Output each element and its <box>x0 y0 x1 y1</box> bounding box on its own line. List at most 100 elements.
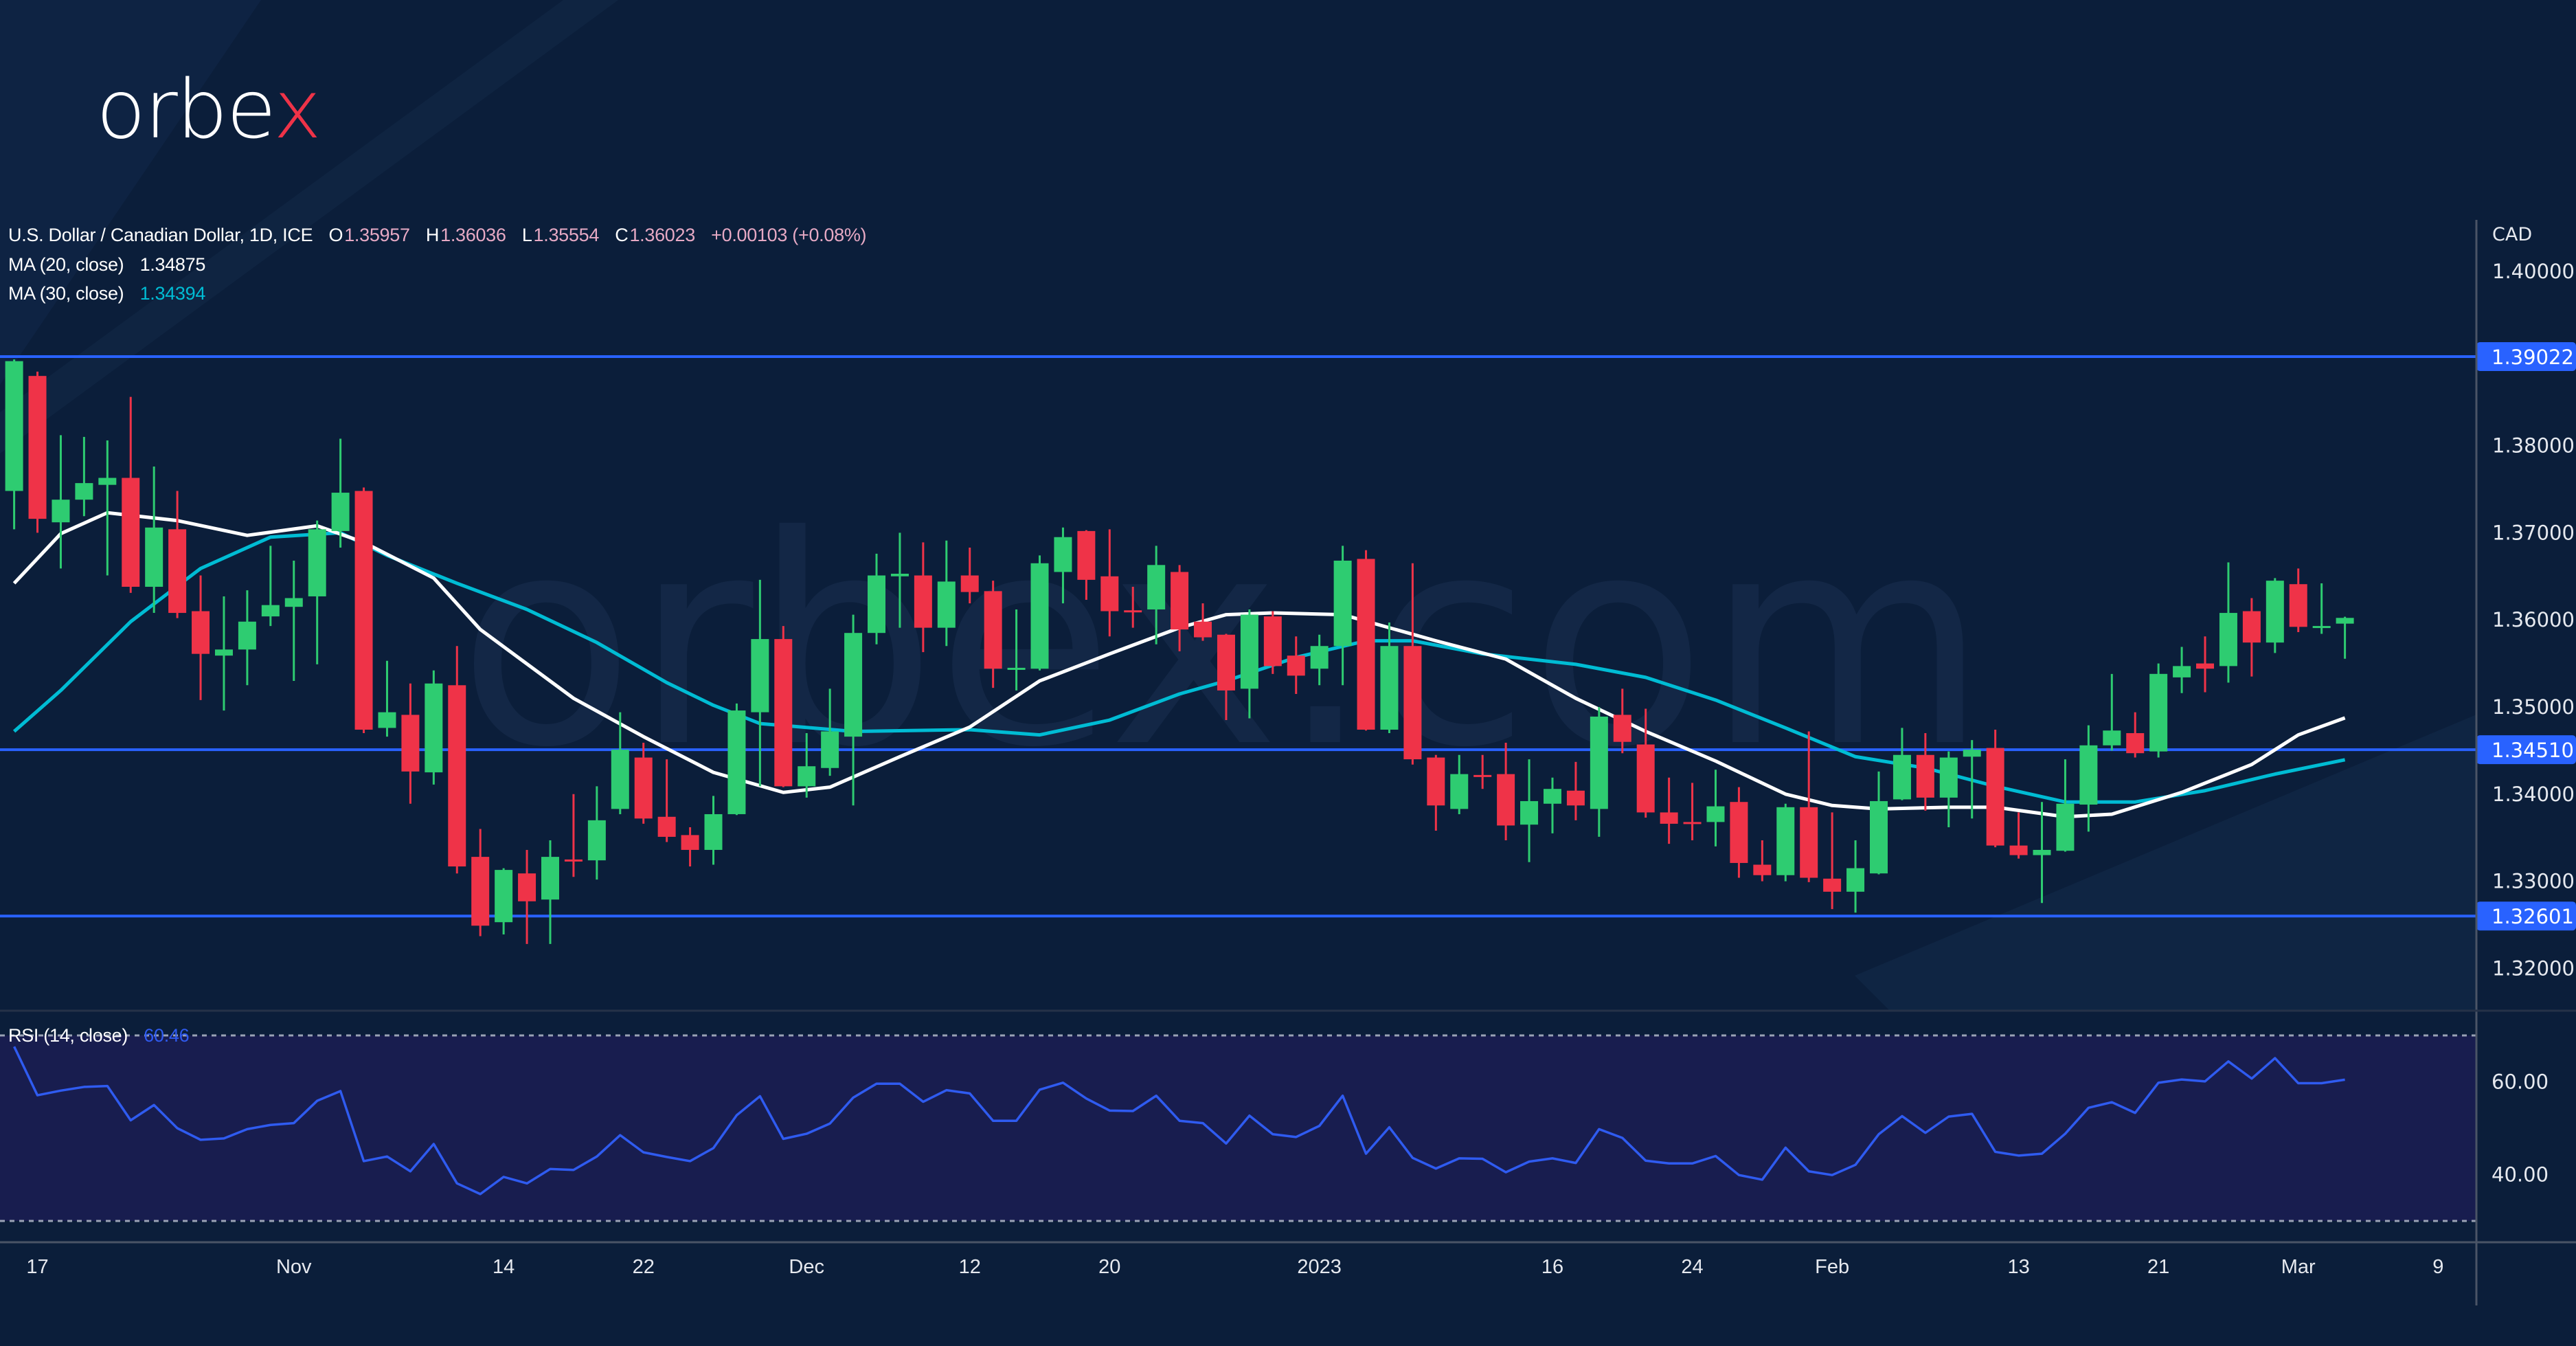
ma30-value: 1.34394 <box>139 283 206 304</box>
candle-body <box>214 649 233 656</box>
candle-bearish <box>1800 731 1818 882</box>
candle-bearish <box>448 646 466 874</box>
time-tick-label: 21 <box>2147 1256 2169 1278</box>
candle-bearish <box>1636 708 1655 818</box>
candle-body <box>5 361 23 491</box>
candle-body <box>401 715 420 772</box>
candle-bullish <box>798 733 816 798</box>
candle-bullish <box>704 796 723 865</box>
candle-bullish <box>1939 751 1958 827</box>
candle-body <box>1916 754 1934 798</box>
candle-bullish <box>1893 728 1911 800</box>
candle-bearish <box>634 742 653 824</box>
candle-bullish <box>98 440 117 576</box>
high-label: H <box>425 225 440 245</box>
candle-bearish <box>1916 733 1934 811</box>
candle-bearish <box>192 575 210 700</box>
candle-body <box>75 483 93 500</box>
time-tick-label: 14 <box>493 1256 515 1278</box>
candle-bullish <box>5 359 23 530</box>
candle-bullish <box>331 438 350 548</box>
candle-body <box>1427 757 1445 806</box>
rsi-line <box>13 1046 2345 1196</box>
candle-bullish <box>541 840 559 944</box>
candle-bearish <box>471 829 490 936</box>
candle-bullish <box>1590 707 1608 837</box>
candle-body <box>1870 800 1888 874</box>
candle-body <box>98 478 117 485</box>
time-tick-label: 17 <box>26 1256 48 1278</box>
level-price-label: 1.39022 <box>2492 346 2574 369</box>
candle-body <box>2103 730 2121 745</box>
candle-body <box>634 757 653 819</box>
price-tick-label: 1.33000 <box>2492 870 2575 893</box>
candle-body <box>425 683 443 773</box>
candle-bullish <box>868 553 886 644</box>
change-value: +0.00103 (+0.08%) <box>711 225 867 245</box>
candle-body <box>1520 800 1539 825</box>
candle-body <box>2033 849 2051 855</box>
candle-bearish <box>2242 598 2261 677</box>
candle-body <box>518 873 536 901</box>
candle-body <box>2126 733 2145 754</box>
candle-bullish <box>2103 673 2121 751</box>
candle-bullish <box>1333 546 1352 686</box>
candle-bullish <box>1846 840 1865 913</box>
candle-bullish <box>75 436 93 517</box>
rsi-legend[interactable]: RSI (14, close) 60.46 <box>8 1025 190 1046</box>
candle-bearish <box>1217 633 1235 721</box>
candle-bearish <box>681 827 699 867</box>
candle-bearish <box>984 581 1002 688</box>
time-tick-label: 13 <box>2007 1256 2029 1278</box>
candle-body <box>2079 745 2098 805</box>
price-tick-label: 1.37000 <box>2492 521 2575 544</box>
candle-bullish <box>2336 616 2354 659</box>
candle-body <box>1473 774 1492 777</box>
level-price-label: 1.32601 <box>2492 905 2574 928</box>
candle-bullish <box>1240 609 1258 719</box>
candle-body <box>284 598 303 607</box>
candle-bullish <box>1963 740 1981 819</box>
candle-body <box>1007 667 1026 670</box>
candle-bearish <box>1263 611 1282 674</box>
candle-bearish <box>1171 565 1189 651</box>
candle-bearish <box>518 849 536 944</box>
candle-bearish <box>960 547 979 604</box>
price-tick-label: 1.32000 <box>2492 956 2575 980</box>
candle-body <box>1893 754 1911 800</box>
candle-bearish <box>2126 712 2145 758</box>
candle-bullish <box>1380 622 1399 734</box>
candle-bullish <box>1776 803 1795 882</box>
candle-bearish <box>1403 563 1422 765</box>
candle-body <box>2009 845 2028 855</box>
candle-bearish <box>657 759 676 842</box>
candle-body <box>681 835 699 850</box>
orbex-logo: orbex <box>96 69 321 150</box>
candle-bullish <box>2056 759 2075 852</box>
ma30-legend[interactable]: MA (30, close) 1.34394 <box>8 283 207 304</box>
rsi-value: 60.46 <box>144 1025 190 1046</box>
candle-bullish <box>425 670 443 785</box>
candle-bullish <box>1450 754 1469 814</box>
candle-body <box>1497 774 1515 826</box>
candle-bearish <box>1497 742 1515 841</box>
candle-bearish <box>914 542 932 653</box>
time-tick-label: Nov <box>276 1256 312 1278</box>
candle-body <box>751 639 769 713</box>
ma20-legend[interactable]: MA (20, close) 1.34875 <box>8 254 207 276</box>
candle-body <box>984 591 1002 669</box>
candle-bearish <box>1660 777 1678 844</box>
candle-body <box>2149 673 2168 752</box>
candle-body <box>1636 744 1655 813</box>
candle-body <box>1100 576 1119 612</box>
candle-bullish <box>1706 770 1725 846</box>
candle-body <box>1800 807 1818 878</box>
high-value: 1.36036 <box>440 225 506 245</box>
candle-body <box>1333 560 1352 647</box>
low-value: 1.35554 <box>533 225 600 245</box>
candle-bullish <box>2033 802 2051 904</box>
candle-body <box>564 859 583 862</box>
level-price-label: 1.34510 <box>2492 739 2574 762</box>
candle-bullish <box>1520 759 1539 862</box>
